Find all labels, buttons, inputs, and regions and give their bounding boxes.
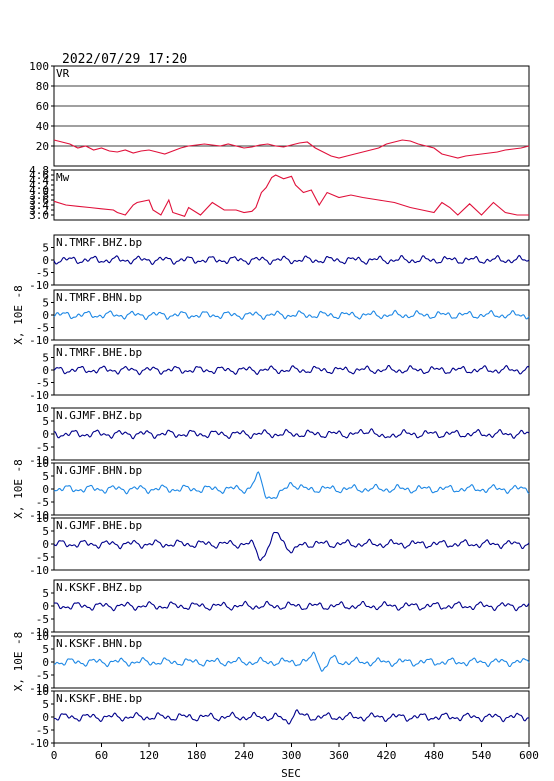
x-axis: 0 60 120 180 240 300 360 420 480 540 600 [51, 743, 539, 762]
y-tick-label: 60 [36, 100, 49, 113]
y-tick-label: 5 [42, 297, 49, 310]
series-line [53, 139, 530, 159]
x-tick-label: 120 [139, 749, 159, 762]
y-tick-label: 20 [36, 140, 49, 153]
x-tick-label: 600 [519, 749, 539, 762]
y-tick-label: 5 [42, 415, 49, 428]
y-tick-label: -5 [36, 669, 49, 682]
y-tick-label: -5 [36, 613, 49, 626]
y-tick-label: 100 [29, 60, 49, 73]
y-tick-label: 5 [42, 643, 49, 656]
series-line [53, 309, 530, 321]
y-tick-label: 5 [42, 698, 49, 711]
y-tick-label: 0 [42, 309, 49, 322]
x-tick-label: 540 [472, 749, 492, 762]
y-tick-label: 5 [42, 242, 49, 255]
panel-label: N.GJMF.BHE.bp [56, 519, 142, 532]
y-tick-label: 3.0 [29, 209, 49, 222]
y-tick-label: 10 [36, 457, 49, 470]
x-tick-label: 300 [282, 749, 302, 762]
panel-label: N.TMRF.BHZ.bp [56, 236, 142, 249]
series-line [53, 174, 529, 217]
y-tick-label: 5 [42, 587, 49, 600]
x-tick-label: 360 [329, 749, 349, 762]
y-tick-label: -5 [36, 267, 49, 280]
y-tick-label: -10 [29, 509, 49, 522]
y-tick-label: 4.8 [29, 164, 49, 177]
y-tick-label: 10 [36, 685, 49, 698]
y-axis-label: X, 10E -8 [12, 632, 25, 692]
series-line [53, 709, 530, 725]
y-tick-label: 4.6 [29, 169, 49, 182]
y-tick-label: -10 [29, 279, 49, 292]
y-axis-label: X, 10E -8 [12, 459, 25, 519]
panel-label: N.KSKF.BHZ.bp [56, 581, 142, 594]
x-tick-label: 180 [187, 749, 207, 762]
panel-label: N.KSKF.BHE.bp [56, 692, 142, 705]
y-tick-label: 0 [42, 600, 49, 613]
y-tick-label: 3.6 [29, 194, 49, 207]
y-tick-label: -5 [36, 322, 49, 335]
y-tick-label: -10 [29, 454, 49, 467]
y-tick-label: 0 [42, 711, 49, 724]
panel-frame [53, 65, 530, 167]
timestamp: 2022/07/29 17:20 [62, 52, 187, 67]
y-tick-label: -10 [29, 389, 49, 402]
panel-label: VR [56, 67, 70, 80]
panel-label: N.GJMF.BHZ.bp [56, 409, 142, 422]
y-tick-label: 5 [42, 352, 49, 365]
y-tick-label: -5 [36, 377, 49, 390]
series-line [53, 531, 530, 562]
y-tick-label: -10 [29, 737, 49, 750]
chart-panels: 20406080100VR3.03.23.43.63.84.04.24.44.6… [12, 60, 530, 750]
y-tick-label: 4.0 [29, 184, 49, 197]
y-tick-label: 3.4 [29, 199, 49, 212]
y-tick-label: -5 [36, 724, 49, 737]
y-tick-label: 10 [36, 512, 49, 525]
y-tick-label: 0 [42, 428, 49, 441]
series-line [53, 428, 530, 440]
y-tick-label: 80 [36, 80, 49, 93]
panel-label: N.GJMF.BHN.bp [56, 464, 142, 477]
y-tick-label: 10 [36, 630, 49, 643]
y-tick-label: 10 [36, 402, 49, 415]
series-line [53, 364, 530, 376]
x-tick-label: 60 [95, 749, 108, 762]
panel-label: N.TMRF.BHE.bp [56, 346, 142, 359]
y-tick-label: -10 [29, 626, 49, 639]
x-axis-label: SEC [281, 767, 301, 780]
y-tick-label: 0 [42, 538, 49, 551]
y-tick-label: -10 [29, 334, 49, 347]
y-tick-label: 3.2 [29, 204, 49, 217]
x-tick-label: 240 [234, 749, 254, 762]
series-line [53, 651, 530, 672]
y-tick-label: 4.4 [29, 174, 49, 187]
y-tick-label: 40 [36, 120, 49, 133]
y-tick-label: -10 [29, 564, 49, 577]
y-tick-label: 3.8 [29, 189, 49, 202]
series-line [53, 254, 530, 266]
panel-label: N.TMRF.BHN.bp [56, 291, 142, 304]
x-tick-label: 420 [377, 749, 397, 762]
x-tick-label: 480 [424, 749, 444, 762]
series-line [53, 471, 530, 499]
y-tick-label: 0 [42, 364, 49, 377]
y-axis-label: X, 10E -8 [12, 285, 25, 345]
y-tick-label: -5 [36, 441, 49, 454]
y-tick-label: -10 [29, 682, 49, 695]
y-tick-label: 0 [42, 483, 49, 496]
y-tick-label: 5 [42, 525, 49, 538]
y-tick-label: -5 [36, 551, 49, 564]
y-tick-label: -5 [36, 496, 49, 509]
x-tick-label: 0 [51, 749, 58, 762]
y-tick-label: 5 [42, 470, 49, 483]
panel-label: Mw [56, 171, 70, 184]
y-tick-label: 0 [42, 254, 49, 267]
y-tick-label: 0 [42, 656, 49, 669]
panel-label: N.KSKF.BHN.bp [56, 637, 142, 650]
series-line [53, 600, 530, 612]
y-tick-label: 4.2 [29, 179, 49, 192]
